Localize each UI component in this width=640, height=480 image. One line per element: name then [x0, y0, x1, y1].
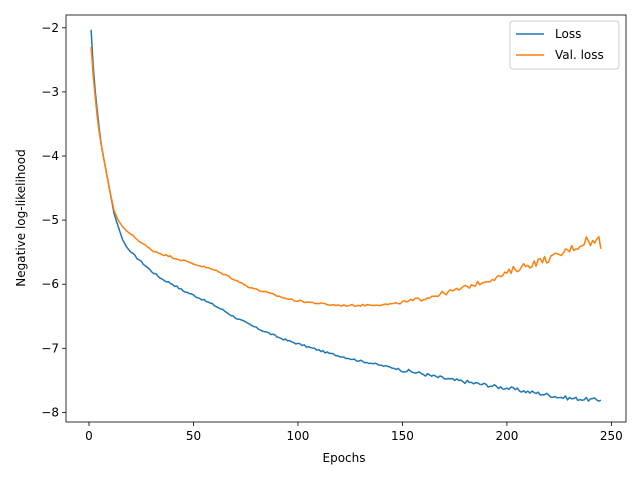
y-tick-label: −4	[41, 149, 59, 163]
y-axis-ticks: −8 −7 −6 −5 −4 −3 −2	[41, 21, 66, 419]
y-tick-label: −7	[41, 341, 59, 355]
axes-frame	[65, 14, 627, 423]
y-tick-label: −8	[41, 405, 59, 419]
plot-area	[65, 14, 627, 423]
legend: Loss Val. loss	[509, 20, 620, 70]
legend-label-loss: Loss	[555, 27, 581, 41]
x-tick-label: 0	[85, 429, 93, 443]
y-axis-label: Negative log-likelihood	[14, 149, 28, 286]
x-tick-label: 200	[495, 429, 518, 443]
x-axis-ticks: 0 50 100 150 200 250	[85, 422, 623, 443]
y-tick-label: −6	[41, 277, 59, 291]
legend-label-val-loss: Val. loss	[555, 48, 604, 62]
y-tick-label: −3	[41, 85, 59, 99]
series-line-val-loss	[90, 46, 602, 307]
series-line-loss	[90, 29, 602, 402]
x-axis-label: Epochs	[323, 451, 366, 465]
x-tick-label: 100	[286, 429, 309, 443]
x-tick-label: 50	[186, 429, 201, 443]
x-tick-label: 250	[600, 429, 623, 443]
x-tick-label: 150	[391, 429, 414, 443]
y-tick-label: −5	[41, 213, 59, 227]
legend-box	[509, 20, 620, 70]
y-tick-label: −2	[41, 21, 59, 35]
